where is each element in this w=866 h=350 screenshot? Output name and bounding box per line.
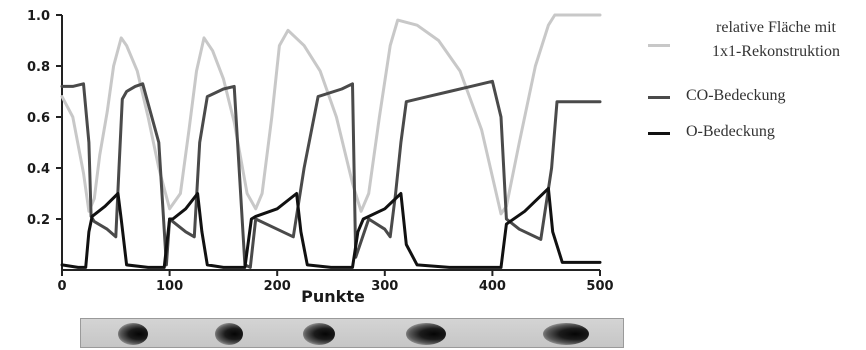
y-tick-label: 0.8	[27, 60, 50, 75]
x-axis-label: Punkte	[301, 287, 365, 306]
series-line-3	[60, 186, 602, 269]
strip-blob	[406, 323, 447, 345]
series-line-2	[60, 79, 602, 269]
y-tick-label: 0.4	[27, 162, 50, 177]
legend-label-co: CO-Bedeckung	[686, 87, 786, 104]
legend-swatch-o	[648, 132, 670, 135]
y-tick-label: 1.0	[27, 9, 50, 24]
legend-label-1x1-area: relative Fläche mit 1x1-Rekonstruktion	[712, 19, 840, 60]
chart-lines	[60, 13, 602, 269]
chart-axes	[61, 15, 600, 271]
strip-blob	[117, 323, 148, 345]
image-strip	[80, 318, 624, 348]
x-tick-label: 400	[479, 279, 506, 294]
legend-item-o: O-Bedeckung	[640, 118, 866, 152]
x-tick-label: 500	[586, 279, 613, 294]
x-tick-label: 300	[371, 279, 398, 294]
y-tick-label: 0.2	[27, 213, 50, 228]
legend-item-1x1-area: relative Fläche mit 1x1-Rekonstruktion	[640, 10, 866, 74]
legend-swatch-1x1-area	[648, 44, 670, 47]
strip-blob	[542, 323, 589, 345]
strip-blob	[215, 323, 244, 345]
y-tick-label: 0.6	[27, 111, 50, 126]
legend-label-o: O-Bedeckung	[686, 123, 775, 140]
x-tick-label: 0	[57, 279, 66, 294]
x-tick-label: 200	[264, 279, 291, 294]
legend-swatch-co	[648, 96, 670, 99]
strip-blob	[303, 323, 336, 345]
line-chart: 0 100 200 300 400 500 0.2 0.4 0.6 0.8 1.0 Punkte	[27, 9, 614, 306]
series-line-1	[60, 13, 602, 216]
legend-item-co: CO-Bedeckung	[640, 82, 866, 116]
chart-ticks: 0 100 200 300 400 500 0.2 0.4 0.6 0.8 1.0	[27, 9, 614, 294]
x-tick-label: 100	[156, 279, 183, 294]
